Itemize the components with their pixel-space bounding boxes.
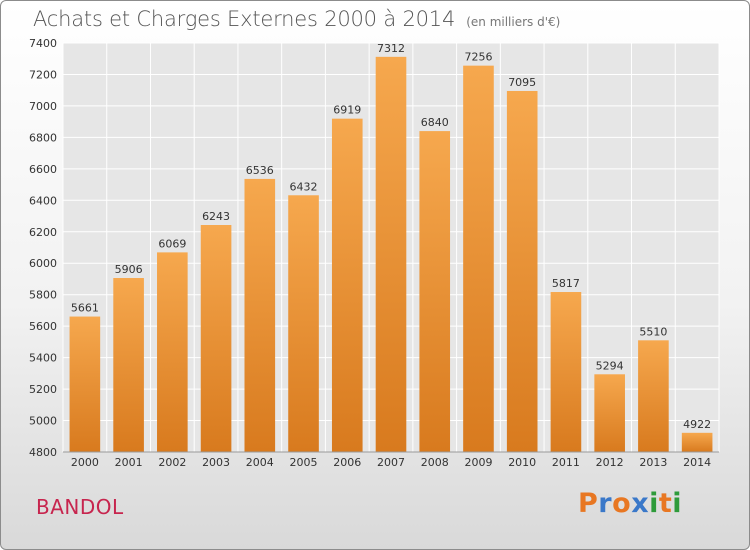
y-tick-label: 6600 <box>29 163 57 176</box>
x-tick-label: 2003 <box>202 456 230 469</box>
x-tick-label: 2014 <box>683 456 711 469</box>
y-tick-label: 7000 <box>29 100 57 113</box>
logo-letter: r <box>598 488 613 519</box>
logo-letter: i <box>672 488 683 519</box>
logo-letter: t <box>658 488 673 519</box>
x-tick-label: 2002 <box>158 456 186 469</box>
bar <box>463 65 494 452</box>
y-tick-label: 7200 <box>29 68 57 81</box>
data-label: 5906 <box>115 263 143 276</box>
bar <box>506 90 538 452</box>
logo-letter: o <box>612 488 632 519</box>
chart-subtitle: (en milliers d'€) <box>466 15 561 29</box>
bar <box>594 374 625 452</box>
data-label: 7312 <box>377 42 405 55</box>
y-tick-label: 7400 <box>29 37 57 50</box>
place-name: BANDOL <box>36 495 124 519</box>
x-tick-label: 2009 <box>464 456 492 469</box>
x-tick-label: 2007 <box>377 456 405 469</box>
bar <box>200 225 232 452</box>
logo-letter: x <box>631 488 650 519</box>
bar <box>288 195 319 452</box>
chart-title: Achats et Charges Externes 2000 à 2014 <box>33 7 456 31</box>
logo-letter: P <box>578 488 599 519</box>
x-tick-label: 2010 <box>508 456 536 469</box>
y-tick-label: 5000 <box>29 415 57 428</box>
x-tick-label: 2006 <box>333 456 361 469</box>
x-tick-label: 2013 <box>639 456 667 469</box>
y-tick-label: 5800 <box>29 289 57 302</box>
y-tick-label: 4800 <box>29 446 57 459</box>
data-label: 6919 <box>333 104 361 117</box>
data-label: 6840 <box>421 116 449 129</box>
y-tick-label: 6200 <box>29 226 57 239</box>
x-tick-label: 2011 <box>552 456 580 469</box>
data-label: 7256 <box>464 51 492 64</box>
y-tick-label: 6400 <box>29 194 57 207</box>
data-label: 5661 <box>71 302 99 315</box>
x-tick-label: 2004 <box>246 456 274 469</box>
y-tick-label: 6000 <box>29 257 57 270</box>
data-label: 5817 <box>552 277 580 290</box>
x-tick-label: 2012 <box>596 456 624 469</box>
data-label: 6432 <box>290 180 318 193</box>
data-label: 4922 <box>683 418 711 431</box>
y-tick-label: 5200 <box>29 383 57 396</box>
x-tick-label: 2001 <box>115 456 143 469</box>
bar <box>331 118 363 452</box>
bar <box>550 292 582 452</box>
logo-letter: i <box>649 488 659 519</box>
bar <box>419 131 451 453</box>
x-tick-label: 2008 <box>421 456 449 469</box>
data-label: 5510 <box>639 325 667 338</box>
x-tick-label: 2005 <box>290 456 318 469</box>
data-label: 6069 <box>158 237 186 250</box>
bar <box>157 252 188 452</box>
y-tick-label: 5600 <box>29 320 57 333</box>
bar <box>681 432 713 452</box>
y-tick-label: 6800 <box>29 131 57 144</box>
data-label: 7095 <box>508 76 536 89</box>
bar <box>375 56 407 452</box>
data-label: 6243 <box>202 210 230 223</box>
title-block: Achats et Charges Externes 2000 à 2014 (… <box>33 7 560 31</box>
proxiti-logo: Proxiti <box>578 488 682 519</box>
data-label: 5294 <box>596 359 624 372</box>
data-label: 6536 <box>246 164 274 177</box>
x-tick-label: 2000 <box>71 456 99 469</box>
bar <box>244 178 276 452</box>
bar <box>113 278 144 452</box>
bar <box>69 316 101 452</box>
bar <box>638 340 669 452</box>
y-tick-label: 5400 <box>29 352 57 365</box>
